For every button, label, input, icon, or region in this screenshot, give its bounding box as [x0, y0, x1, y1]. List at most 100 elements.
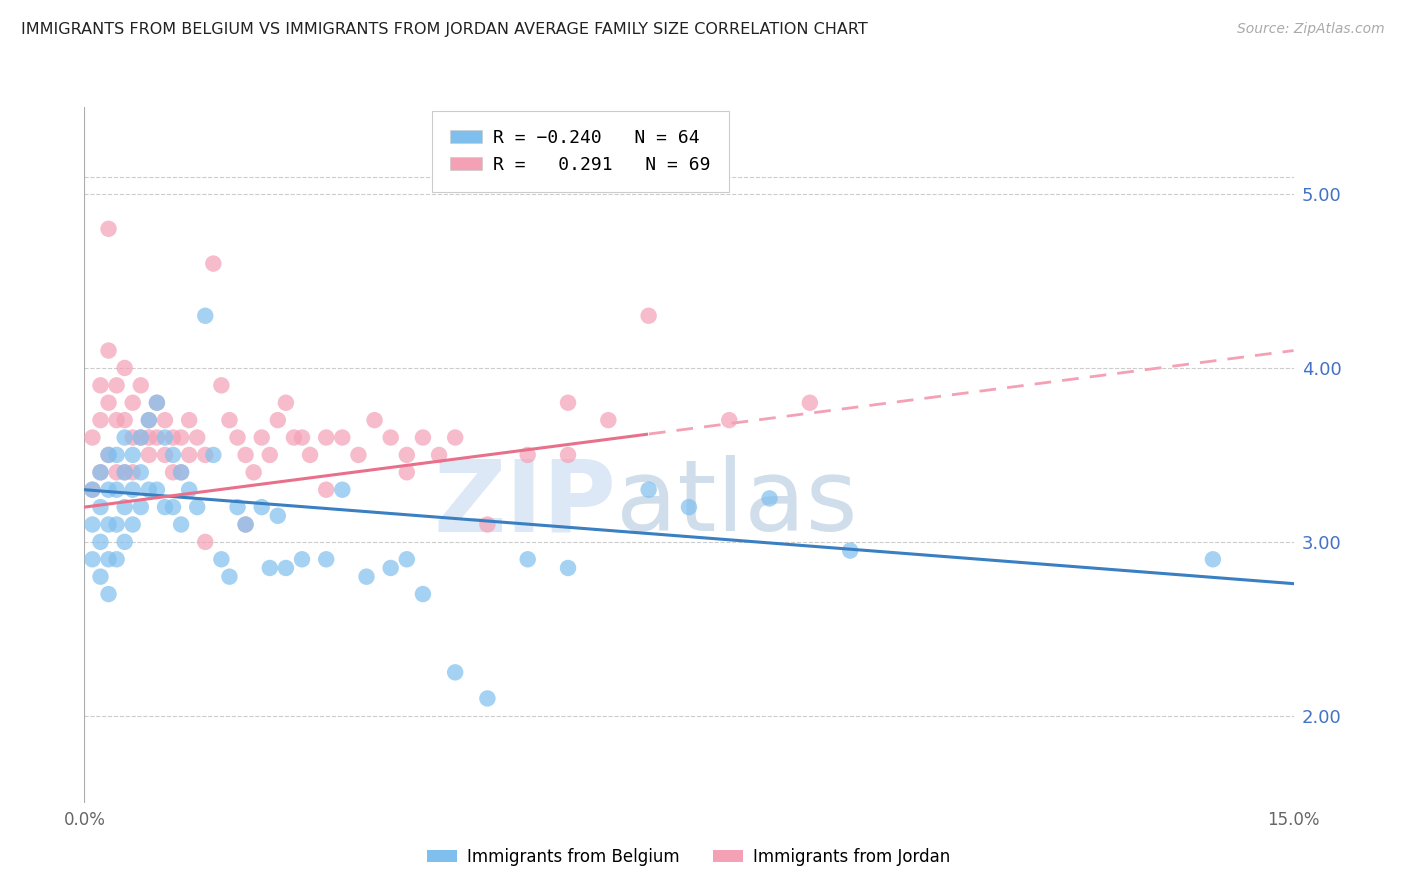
Point [718, 413, 741, 427]
Point [146, 483, 169, 497]
Point [395, 552, 418, 566]
Point [412, 587, 434, 601]
Point [97, 396, 120, 410]
Point [129, 500, 152, 514]
Point [250, 500, 273, 514]
Point [444, 431, 467, 445]
Point [153, 413, 176, 427]
Point [121, 431, 143, 445]
Point [121, 466, 143, 480]
Point [477, 691, 499, 706]
Text: atlas: atlas [616, 455, 858, 552]
Y-axis label: Average Family Size: Average Family Size [0, 372, 8, 538]
Point [114, 361, 136, 376]
Point [235, 517, 257, 532]
Point [1202, 552, 1225, 566]
Point [516, 552, 538, 566]
Point [179, 448, 201, 462]
Point [299, 448, 322, 462]
Point [598, 413, 620, 427]
Point [259, 448, 281, 462]
Point [114, 535, 136, 549]
Point [97, 343, 120, 358]
Point [274, 561, 297, 575]
Point [179, 483, 201, 497]
Point [291, 431, 314, 445]
Point [153, 431, 176, 445]
Point [82, 483, 104, 497]
Point [330, 431, 353, 445]
Point [194, 448, 217, 462]
Point [235, 448, 257, 462]
Point [129, 466, 152, 480]
Point [202, 448, 225, 462]
Point [218, 413, 240, 427]
Point [218, 570, 240, 584]
Point [129, 431, 152, 445]
Point [395, 466, 418, 480]
Point [162, 500, 184, 514]
Point [380, 561, 402, 575]
Point [267, 413, 290, 427]
Point [356, 570, 378, 584]
Point [395, 448, 418, 462]
Point [678, 500, 700, 514]
Point [153, 448, 176, 462]
Point [315, 431, 337, 445]
Point [315, 552, 337, 566]
Point [179, 413, 201, 427]
Point [637, 483, 659, 497]
Point [209, 552, 232, 566]
Point [89, 413, 111, 427]
Point [114, 466, 136, 480]
Point [82, 483, 104, 497]
Point [363, 413, 385, 427]
Point [274, 396, 297, 410]
Point [89, 570, 111, 584]
Point [153, 500, 176, 514]
Point [129, 431, 152, 445]
Point [516, 448, 538, 462]
Point [105, 413, 128, 427]
Point [235, 517, 257, 532]
Point [105, 552, 128, 566]
Point [444, 665, 467, 680]
Point [114, 466, 136, 480]
Point [146, 396, 169, 410]
Point [105, 448, 128, 462]
Point [283, 431, 305, 445]
Point [799, 396, 821, 410]
Point [89, 500, 111, 514]
Point [347, 448, 370, 462]
Point [291, 552, 314, 566]
Point [186, 431, 208, 445]
Point [170, 517, 193, 532]
Point [162, 431, 184, 445]
Point [82, 552, 104, 566]
Point [97, 587, 120, 601]
Point [170, 431, 193, 445]
Point [226, 431, 249, 445]
Point [138, 413, 160, 427]
Point [267, 508, 290, 523]
Point [89, 466, 111, 480]
Point [209, 378, 232, 392]
Point [839, 543, 862, 558]
Point [477, 517, 499, 532]
Point [114, 431, 136, 445]
Point [129, 378, 152, 392]
Point [557, 561, 579, 575]
Point [105, 483, 128, 497]
Point [427, 448, 450, 462]
Point [170, 466, 193, 480]
Point [162, 466, 184, 480]
Point [557, 396, 579, 410]
Point [97, 448, 120, 462]
Point [637, 309, 659, 323]
Legend: Immigrants from Belgium, Immigrants from Jordan: Immigrants from Belgium, Immigrants from… [419, 839, 959, 874]
Point [105, 466, 128, 480]
Point [121, 448, 143, 462]
Point [89, 466, 111, 480]
Point [170, 466, 193, 480]
Point [146, 396, 169, 410]
